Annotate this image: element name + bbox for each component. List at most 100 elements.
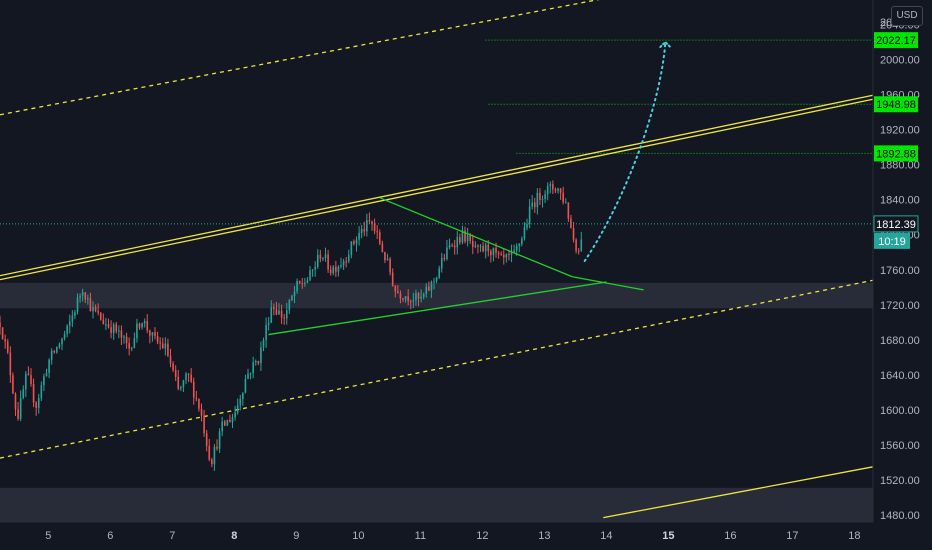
price-axis[interactable]: 2040.002000.001960.001920.001880.001840.… <box>880 17 920 522</box>
candle-body-135 <box>347 255 350 262</box>
candle-body-149 <box>384 251 386 261</box>
time-axis[interactable]: 5 6 7 8 9 10 11 12 13 14 15 16 17 18 <box>45 530 860 542</box>
candle-body-23 <box>58 344 61 348</box>
candle-body-208 <box>536 192 539 208</box>
candle-body-150 <box>386 258 389 261</box>
candle-body-151 <box>389 258 391 273</box>
candle-body-41 <box>105 324 107 326</box>
candle-body-185 <box>477 245 479 247</box>
candle-body-211 <box>544 194 546 199</box>
candle-body-169 <box>435 277 438 281</box>
candle-body-215 <box>554 189 557 191</box>
candle-body-68 <box>174 370 177 377</box>
candle-body-113 <box>291 296 293 301</box>
candle-body-3 <box>6 341 9 353</box>
candle-body-220 <box>567 202 570 219</box>
time-tick-label: 16 <box>724 530 736 542</box>
time-tick-label: 8 <box>231 530 237 542</box>
price-tick-label: 1600.00 <box>880 405 920 417</box>
triangle-right-line <box>572 276 644 291</box>
candle-body-58 <box>149 330 151 336</box>
candle-body-56 <box>143 321 146 324</box>
candle-body-71 <box>182 380 185 388</box>
candle-body-173 <box>446 247 448 259</box>
time-tick-label: 10 <box>352 530 364 542</box>
candle-body-78 <box>200 408 203 416</box>
candle-body-61 <box>156 336 159 343</box>
price-tick-label: 1640.00 <box>880 370 920 382</box>
candle-body-96 <box>247 373 249 379</box>
candle-body-92 <box>236 404 239 413</box>
candle-body-91 <box>234 412 236 418</box>
candle-body-197 <box>508 254 510 256</box>
candle-body-131 <box>337 266 340 272</box>
candle-body-16 <box>40 385 43 399</box>
candle-body-60 <box>154 332 156 337</box>
candle-body-116 <box>298 280 301 283</box>
candle-body-163 <box>420 296 422 299</box>
candle-body-72 <box>185 373 187 381</box>
candle-body-69 <box>177 376 180 389</box>
candle-body-225 <box>580 239 583 251</box>
candle-body-73 <box>187 373 190 375</box>
candle-body-186 <box>479 245 482 247</box>
candle-body-167 <box>430 281 433 291</box>
candle-body-101 <box>260 347 262 364</box>
candle-body-90 <box>231 417 234 423</box>
candle-body-125 <box>322 258 324 260</box>
candle-body-26 <box>66 325 68 334</box>
candle-body-187 <box>482 245 484 252</box>
candle-body-81 <box>208 445 211 460</box>
candle-body-34 <box>87 298 89 300</box>
price-tick-label: 1680.00 <box>880 335 920 347</box>
candle-body-175 <box>451 245 453 247</box>
candle-body-25 <box>63 333 66 339</box>
time-tick-label: 7 <box>169 530 175 542</box>
candle-body-224 <box>577 250 580 252</box>
candle-body-63 <box>161 343 164 349</box>
candle-body-9 <box>22 389 25 398</box>
candle-body-156 <box>402 298 404 300</box>
candle-body-48 <box>123 336 125 338</box>
candle-body-39 <box>99 312 102 320</box>
candle-body-62 <box>159 342 161 344</box>
candle-body-2 <box>4 339 6 342</box>
candle-body-159 <box>409 301 412 303</box>
candle-body-193 <box>497 252 500 255</box>
candle-body-57 <box>146 321 149 331</box>
candle-body-176 <box>453 245 456 248</box>
candle-body-180 <box>464 230 466 242</box>
candle-body-214 <box>552 184 554 190</box>
candle-body-177 <box>456 237 459 248</box>
candle-body-117 <box>301 282 304 284</box>
candle-body-95 <box>244 378 247 393</box>
candle-body-94 <box>242 392 244 400</box>
level-label-text: 1948.98 <box>876 99 916 111</box>
candle-body-162 <box>417 293 420 299</box>
candle-body-223 <box>575 239 577 251</box>
price-tick-label: 1920.00 <box>880 125 920 137</box>
candle-body-24 <box>61 338 63 345</box>
candle-body-27 <box>68 321 71 326</box>
candle-body-216 <box>557 188 559 191</box>
level-label-bg-1 <box>874 96 918 113</box>
candle-body-76 <box>195 397 198 399</box>
price-tick-label: 1880.00 <box>880 160 920 172</box>
candle-body-157 <box>404 296 407 300</box>
candle-body-181 <box>466 235 469 242</box>
candle-body-21 <box>53 350 56 353</box>
currency-button[interactable]: USD <box>891 6 923 26</box>
time-tick-label: 12 <box>476 530 488 542</box>
candle-body-107 <box>275 309 278 315</box>
candle-body-11 <box>27 373 30 376</box>
current-price-label-text: 1812.39 <box>876 219 916 231</box>
level-label-bg-0 <box>874 32 918 49</box>
candle-body-153 <box>394 285 397 292</box>
candle-body-127 <box>327 254 329 270</box>
candle-body-67 <box>172 363 174 371</box>
projection-path <box>583 40 672 262</box>
candle-body-105 <box>270 307 273 323</box>
candle-body-172 <box>443 257 446 259</box>
candle-body-114 <box>293 291 296 297</box>
